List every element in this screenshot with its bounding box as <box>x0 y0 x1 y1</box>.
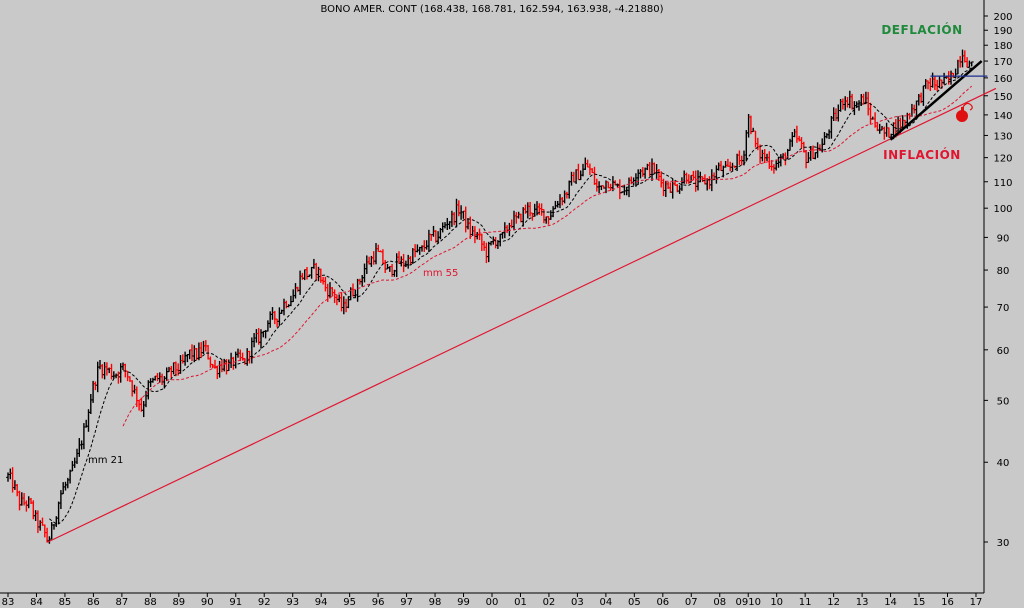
overlay-lines <box>47 60 997 543</box>
x-tick-label: 12 <box>827 597 840 608</box>
y-tick-label: 40 <box>997 458 1010 469</box>
x-tick-label: 93 <box>286 597 299 608</box>
y-tick-label: 200 <box>993 12 1012 23</box>
x-tick-label: 0910 <box>735 597 760 608</box>
x-tick-label: 10 <box>770 597 783 608</box>
y-tick-label: 80 <box>997 266 1010 277</box>
y-tick-label: 150 <box>993 92 1012 103</box>
x-tick-label: 07 <box>685 597 698 608</box>
x-tick-label: 84 <box>30 597 43 608</box>
x-tick-label: 91 <box>229 597 242 608</box>
y-tick-label: 50 <box>997 396 1010 407</box>
x-tick-label: 88 <box>144 597 157 608</box>
x-tick-label: 83 <box>2 597 15 608</box>
inflation-trendline <box>47 87 997 543</box>
ma55-line <box>122 85 973 427</box>
y-tick-label: 180 <box>993 41 1012 52</box>
x-tick-label: 90 <box>201 597 214 608</box>
x-tick-label: 17 <box>970 597 983 608</box>
x-tick-label: 94 <box>315 597 328 608</box>
x-tick-label: 03 <box>571 597 584 608</box>
x-tick-label: 97 <box>400 597 413 608</box>
x-tick-label: 86 <box>87 597 100 608</box>
x-tick-label: 01 <box>514 597 527 608</box>
x-tick-label: 05 <box>628 597 641 608</box>
x-tick-label: 08 <box>713 597 726 608</box>
y-tick-label: 170 <box>993 57 1012 68</box>
x-tick-label: 85 <box>59 597 72 608</box>
inflation-annotation: INFLACIÓN <box>883 147 961 162</box>
x-tick-label: 92 <box>258 597 271 608</box>
y-tick-label: 70 <box>997 303 1010 314</box>
x-tick-label: 87 <box>116 597 129 608</box>
x-tick-label: 89 <box>172 597 185 608</box>
y-tick-label: 190 <box>993 26 1012 37</box>
y-tick-label: 60 <box>997 346 1010 357</box>
x-tick-label: 06 <box>656 597 669 608</box>
x-tick-label: 14 <box>884 597 897 608</box>
mm21-label: mm 21 <box>88 455 123 466</box>
x-tick-label: 98 <box>429 597 442 608</box>
x-tick-label: 11 <box>799 597 812 608</box>
chart-labels: BONO AMER. CONT (168.438, 168.781, 162.5… <box>88 4 962 466</box>
x-tick-label: 96 <box>372 597 385 608</box>
bomb-icon <box>956 102 973 122</box>
ma21-line <box>49 67 972 525</box>
y-tick-label: 160 <box>993 74 1012 85</box>
x-tick-label: 95 <box>343 597 356 608</box>
x-tick-label: 16 <box>941 597 954 608</box>
y-tick-label: 110 <box>993 178 1012 189</box>
x-tick-label: 15 <box>913 597 926 608</box>
deflation-annotation: DEFLACIÓN <box>881 22 962 37</box>
y-tick-label: 90 <box>997 233 1010 244</box>
x-tick-label: 02 <box>543 597 556 608</box>
x-tick-label: 04 <box>600 597 613 608</box>
mm55-label: mm 55 <box>423 268 458 279</box>
x-tick-label: 99 <box>457 597 470 608</box>
y-tick-label: 100 <box>993 204 1012 215</box>
y-tick-label: 30 <box>997 538 1010 549</box>
y-tick-label: 120 <box>993 154 1012 165</box>
x-tick-label: 00 <box>486 597 499 608</box>
chart-title: BONO AMER. CONT (168.438, 168.781, 162.5… <box>320 4 663 15</box>
y-tick-label: 140 <box>993 111 1012 122</box>
x-tick-label: 13 <box>856 597 869 608</box>
price-bars <box>6 49 974 544</box>
support-trendline <box>889 60 983 141</box>
y-tick-label: 130 <box>993 131 1012 142</box>
